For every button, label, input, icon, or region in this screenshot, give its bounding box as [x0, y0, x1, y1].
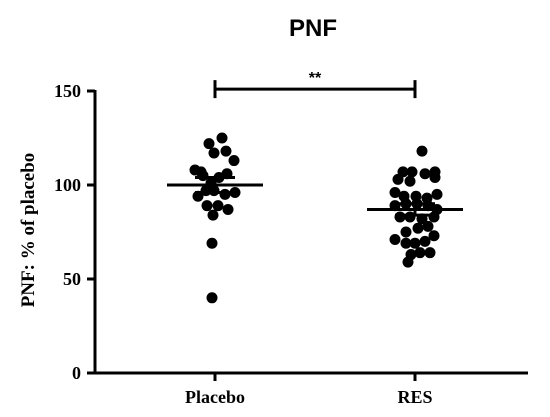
x-tick-label-res: RES	[397, 387, 432, 407]
data-point-res	[392, 173, 404, 185]
data-point-placebo	[216, 132, 228, 144]
data-point-res	[389, 187, 401, 199]
y-axis-label: PNF: % of placebo	[18, 153, 39, 308]
data-point-res	[429, 171, 441, 183]
data-point-res	[406, 166, 418, 178]
data-point-placebo	[201, 200, 213, 212]
chart-title: PNF	[289, 15, 337, 42]
data-point-placebo	[212, 200, 224, 212]
data-point-res	[414, 247, 426, 259]
data-point-placebo	[206, 292, 218, 304]
significance-label: **	[309, 70, 322, 87]
data-point-res	[428, 211, 440, 223]
data-point-res	[409, 237, 421, 249]
data-point-placebo	[203, 138, 215, 150]
data-point-placebo	[219, 188, 231, 200]
data-point-placebo	[206, 237, 218, 249]
axes: 0 50 100 150 Placebo RES	[54, 81, 528, 407]
data-point-res	[416, 145, 428, 157]
data-point-res	[389, 234, 401, 246]
y-tick-label: 150	[54, 81, 81, 101]
data-point-res	[400, 226, 412, 238]
data-point-res	[422, 220, 434, 232]
data-point-res	[404, 175, 416, 187]
data-point-res	[402, 256, 414, 268]
y-tick-label: 50	[63, 269, 81, 289]
x-tick-label-placebo: Placebo	[185, 387, 245, 407]
data-point-res	[428, 230, 440, 242]
data-point-res	[431, 188, 443, 200]
data-point-res	[424, 247, 436, 259]
data-point-placebo	[197, 170, 209, 182]
data-point-res	[412, 222, 424, 234]
data-point-res	[394, 211, 406, 223]
data-point-res	[400, 237, 412, 249]
y-tick-label: 100	[54, 175, 81, 195]
data-point-placebo	[222, 203, 234, 215]
data-point-placebo	[207, 209, 219, 221]
data-point-placebo	[228, 155, 240, 167]
y-tick-label: 0	[72, 363, 81, 383]
data-point-res	[419, 168, 431, 180]
data-point-placebo	[220, 145, 232, 157]
data-point-res	[419, 235, 431, 247]
data-marks: **	[167, 70, 463, 304]
data-point-placebo	[208, 147, 220, 159]
